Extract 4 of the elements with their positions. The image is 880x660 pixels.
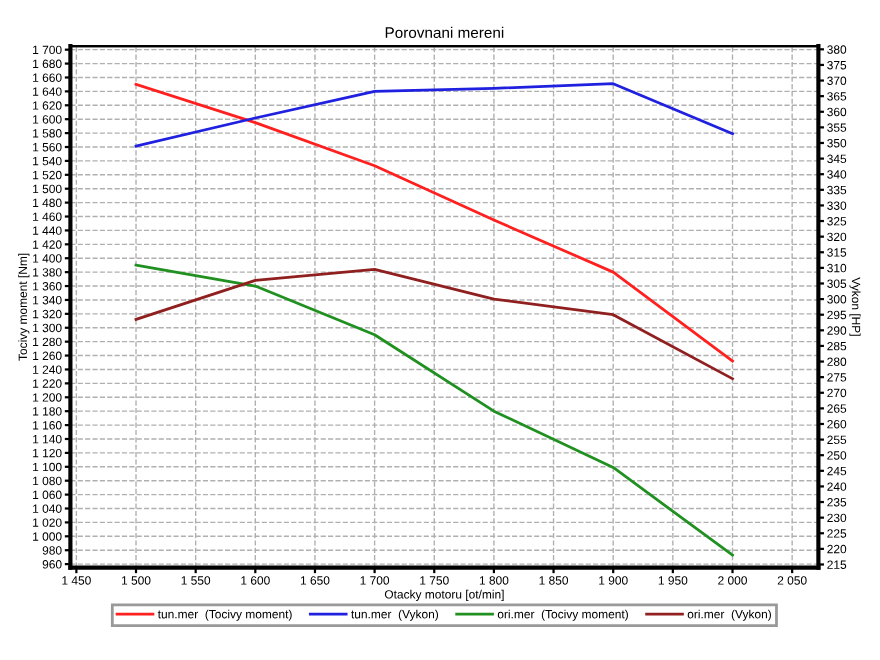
line-series — [134, 268, 734, 381]
line-series — [134, 263, 734, 557]
line-series — [134, 83, 734, 363]
line-series — [134, 82, 734, 148]
